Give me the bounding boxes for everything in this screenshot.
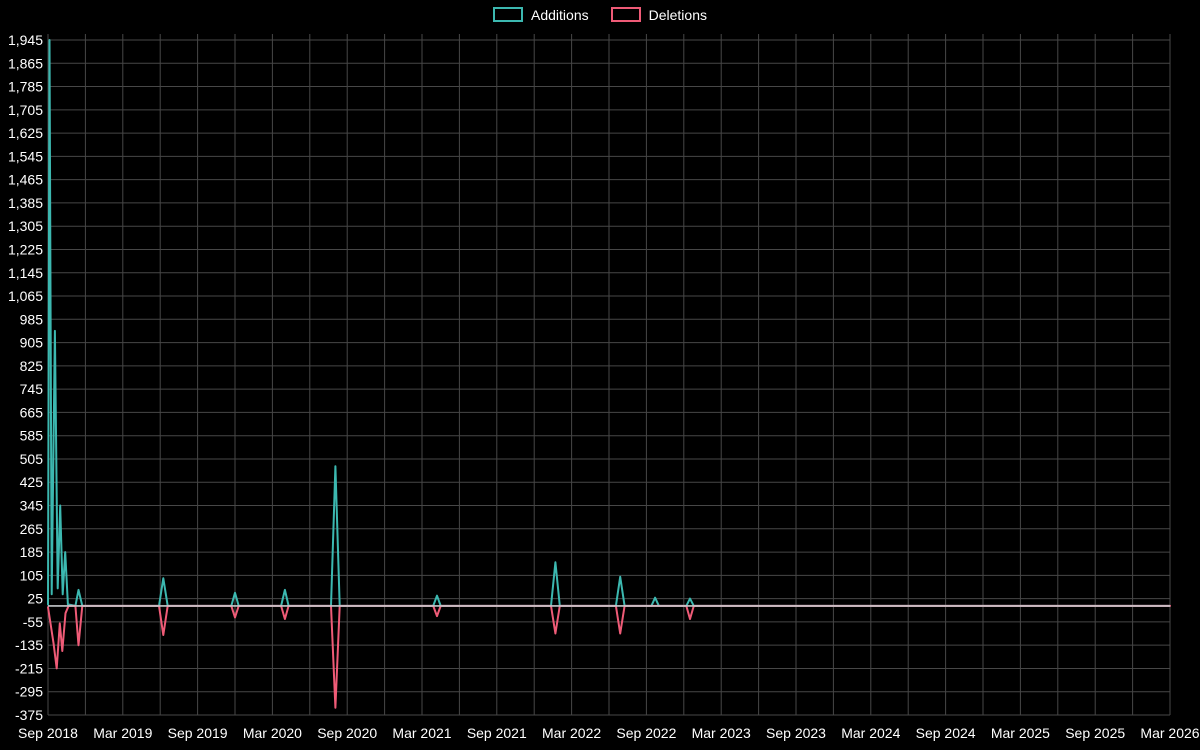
legend-label-additions: Additions	[531, 6, 589, 23]
y-tick-label: 745	[20, 381, 44, 397]
x-tick-label: Mar 2022	[542, 725, 601, 741]
y-tick-label: 1,865	[8, 55, 43, 71]
y-tick-label: 505	[20, 451, 44, 467]
chart-legend: Additions Deletions	[0, 7, 1200, 22]
y-tick-label: 185	[20, 544, 44, 560]
y-tick-label: 105	[20, 567, 44, 583]
x-tick-label: Mar 2025	[991, 725, 1050, 741]
x-tick-label: Sep 2024	[916, 725, 976, 741]
deletions-line	[47, 604, 1171, 709]
x-tick-label: Mar 2019	[93, 725, 152, 741]
y-tick-label: 425	[20, 474, 44, 490]
y-tick-label: 345	[20, 498, 44, 514]
y-tick-label: 665	[20, 404, 44, 420]
y-tick-label: -375	[15, 707, 43, 723]
y-tick-label: -215	[15, 660, 43, 676]
y-tick-label: 1,625	[8, 125, 43, 141]
legend-item-deletions[interactable]: Deletions	[610, 6, 707, 23]
y-tick-label: 825	[20, 358, 44, 374]
x-tick-label: Sep 2019	[168, 725, 228, 741]
x-tick-label: Mar 2024	[841, 725, 900, 741]
legend-item-additions[interactable]: Additions	[493, 7, 589, 22]
y-tick-label: 1,945	[8, 32, 43, 48]
y-tick-label: 1,465	[8, 172, 43, 188]
legend-label-deletions: Deletions	[648, 6, 707, 23]
y-tick-label: 25	[27, 591, 43, 607]
y-tick-label: -135	[15, 637, 43, 653]
x-tick-label: Mar 2023	[692, 725, 751, 741]
y-tick-label: 1,065	[8, 288, 43, 304]
y-tick-label: 265	[20, 521, 44, 537]
x-tick-label: Mar 2026	[1140, 725, 1199, 741]
y-tick-label: 1,545	[8, 148, 43, 164]
y-tick-label: 1,225	[8, 241, 43, 257]
y-tick-label: -295	[15, 684, 43, 700]
x-tick-label: Sep 2021	[467, 725, 527, 741]
y-tick-label: 585	[20, 428, 44, 444]
x-tick-label: Sep 2023	[766, 725, 826, 741]
y-tick-label: 1,785	[8, 79, 43, 95]
x-tick-label: Mar 2020	[243, 725, 302, 741]
y-tick-label: 1,145	[8, 265, 43, 281]
deletions-swatch-icon	[610, 7, 641, 22]
y-tick-label: -55	[23, 614, 43, 630]
additions-swatch-icon	[493, 7, 524, 22]
y-tick-label: 985	[20, 311, 44, 327]
x-tick-label: Sep 2022	[616, 725, 676, 741]
y-tick-label: 905	[20, 335, 44, 351]
x-tick-label: Sep 2018	[18, 725, 78, 741]
x-tick-label: Mar 2021	[392, 725, 451, 741]
x-tick-label: Sep 2025	[1065, 725, 1125, 741]
y-tick-label: 1,705	[8, 102, 43, 118]
x-tick-label: Sep 2020	[317, 725, 377, 741]
y-tick-label: 1,305	[8, 218, 43, 234]
y-tick-label: 1,385	[8, 195, 43, 211]
